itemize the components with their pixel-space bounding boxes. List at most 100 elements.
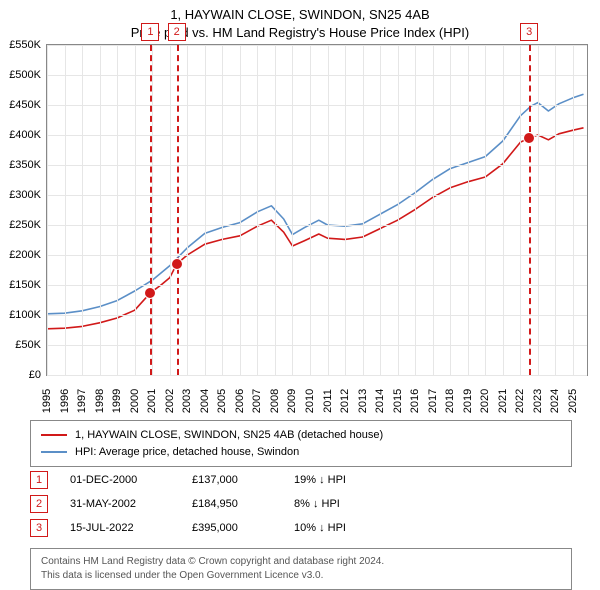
gridline-v bbox=[415, 45, 416, 375]
title-line-1: 1, HAYWAIN CLOSE, SWINDON, SN25 4AB bbox=[0, 6, 600, 24]
x-tick-label: 2009 bbox=[286, 389, 298, 413]
gridline-v bbox=[520, 45, 521, 375]
gridline-v bbox=[205, 45, 206, 375]
gridline-v bbox=[398, 45, 399, 375]
sales-table: 101-DEC-2000£137,00019% ↓ HPI231-MAY-200… bbox=[30, 468, 346, 540]
x-tick-label: 2010 bbox=[304, 389, 316, 413]
sales-date: 01-DEC-2000 bbox=[70, 474, 170, 486]
sales-badge: 1 bbox=[30, 471, 48, 489]
legend-label: 1, HAYWAIN CLOSE, SWINDON, SN25 4AB (det… bbox=[75, 427, 383, 444]
gridline-v bbox=[310, 45, 311, 375]
legend-item: 1, HAYWAIN CLOSE, SWINDON, SN25 4AB (det… bbox=[41, 427, 561, 444]
event-line bbox=[177, 45, 179, 375]
gridline-h bbox=[47, 75, 587, 76]
y-tick-label: £550K bbox=[9, 39, 41, 51]
x-tick-label: 2003 bbox=[181, 389, 193, 413]
gridline-h bbox=[47, 105, 587, 106]
event-badge: 2 bbox=[168, 23, 186, 41]
x-tick-label: 2023 bbox=[532, 389, 544, 413]
event-badge: 3 bbox=[520, 23, 538, 41]
x-tick-label: 2016 bbox=[409, 389, 421, 413]
x-tick-label: 2004 bbox=[199, 389, 211, 413]
x-tick-label: 1999 bbox=[111, 389, 123, 413]
y-tick-label: £250K bbox=[9, 219, 41, 231]
x-tick-label: 2006 bbox=[234, 389, 246, 413]
x-tick-label: 2024 bbox=[549, 389, 561, 413]
x-tick-label: 2019 bbox=[462, 389, 474, 413]
gridline-h bbox=[47, 345, 587, 346]
gridline-v bbox=[380, 45, 381, 375]
gridline-v bbox=[222, 45, 223, 375]
gridline-v bbox=[47, 45, 48, 375]
sales-price: £137,000 bbox=[192, 474, 272, 486]
y-tick-label: £400K bbox=[9, 129, 41, 141]
footer-attribution: Contains HM Land Registry data © Crown c… bbox=[30, 548, 572, 590]
gridline-h bbox=[47, 135, 587, 136]
gridline-v bbox=[135, 45, 136, 375]
gridline-v bbox=[187, 45, 188, 375]
gridline-v bbox=[555, 45, 556, 375]
chart-series-svg bbox=[47, 45, 587, 375]
x-tick-label: 1998 bbox=[94, 389, 106, 413]
x-tick-label: 2000 bbox=[129, 389, 141, 413]
gridline-h bbox=[47, 225, 587, 226]
y-tick-label: £300K bbox=[9, 189, 41, 201]
gridline-v bbox=[433, 45, 434, 375]
sales-date: 15-JUL-2022 bbox=[70, 522, 170, 534]
gridline-h bbox=[47, 165, 587, 166]
y-tick-label: £0 bbox=[29, 369, 41, 381]
sale-marker bbox=[523, 132, 535, 144]
gridline-v bbox=[82, 45, 83, 375]
x-tick-label: 2001 bbox=[146, 389, 158, 413]
legend-label: HPI: Average price, detached house, Swin… bbox=[75, 444, 299, 461]
gridline-v bbox=[468, 45, 469, 375]
gridline-v bbox=[485, 45, 486, 375]
event-line bbox=[150, 45, 152, 375]
y-tick-label: £450K bbox=[9, 99, 41, 111]
sales-row: 231-MAY-2002£184,9508% ↓ HPI bbox=[30, 492, 346, 516]
x-tick-label: 2005 bbox=[216, 389, 228, 413]
sales-row: 315-JUL-2022£395,00010% ↓ HPI bbox=[30, 516, 346, 540]
x-tick-label: 2013 bbox=[357, 389, 369, 413]
legend-box: 1, HAYWAIN CLOSE, SWINDON, SN25 4AB (det… bbox=[30, 420, 572, 467]
gridline-v bbox=[503, 45, 504, 375]
gridline-v bbox=[65, 45, 66, 375]
x-tick-label: 1996 bbox=[59, 389, 71, 413]
sales-row: 1 01-DEC-2000 £137,000 19% ↓ HPI bbox=[30, 468, 346, 492]
x-tick-label: 2011 bbox=[322, 389, 334, 413]
gridline-h bbox=[47, 285, 587, 286]
gridline-h bbox=[47, 255, 587, 256]
y-tick-label: £100K bbox=[9, 309, 41, 321]
sales-date: 31-MAY-2002 bbox=[70, 498, 170, 510]
sale-marker bbox=[144, 287, 156, 299]
y-tick-label: £150K bbox=[9, 279, 41, 291]
gridline-v bbox=[240, 45, 241, 375]
gridline-h bbox=[47, 195, 587, 196]
sales-delta: 19% ↓ HPI bbox=[294, 474, 346, 486]
gridline-h bbox=[47, 375, 587, 376]
chart-plot-area: £0£50K£100K£150K£200K£250K£300K£350K£400… bbox=[46, 44, 588, 376]
y-tick-label: £350K bbox=[9, 159, 41, 171]
gridline-h bbox=[47, 45, 587, 46]
y-tick-label: £500K bbox=[9, 69, 41, 81]
x-tick-label: 1995 bbox=[41, 389, 53, 413]
x-tick-label: 2007 bbox=[251, 389, 263, 413]
x-tick-label: 2022 bbox=[514, 389, 526, 413]
gridline-v bbox=[450, 45, 451, 375]
sales-delta: 8% ↓ HPI bbox=[294, 498, 340, 510]
x-tick-label: 2025 bbox=[567, 389, 579, 413]
x-tick-label: 2012 bbox=[339, 389, 351, 413]
x-tick-label: 2020 bbox=[479, 389, 491, 413]
gridline-v bbox=[345, 45, 346, 375]
x-tick-label: 2015 bbox=[392, 389, 404, 413]
sales-price: £184,950 bbox=[192, 498, 272, 510]
legend-item: HPI: Average price, detached house, Swin… bbox=[41, 444, 561, 461]
legend-swatch bbox=[41, 451, 67, 453]
sales-delta: 10% ↓ HPI bbox=[294, 522, 346, 534]
sales-price: £395,000 bbox=[192, 522, 272, 534]
gridline-v bbox=[328, 45, 329, 375]
footer-line-1: Contains HM Land Registry data © Crown c… bbox=[41, 555, 561, 569]
gridline-h bbox=[47, 315, 587, 316]
chart-title: 1, HAYWAIN CLOSE, SWINDON, SN25 4AB Pric… bbox=[0, 0, 600, 41]
x-tick-label: 2017 bbox=[427, 389, 439, 413]
